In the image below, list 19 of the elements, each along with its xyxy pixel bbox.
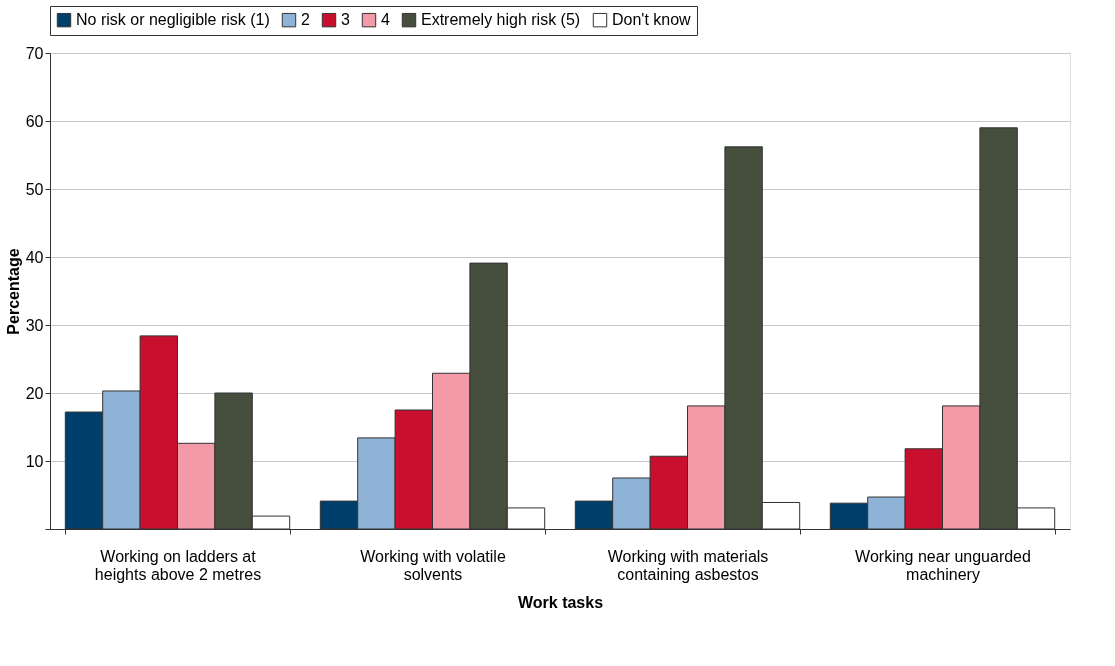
x-tick-label: Working near unguarded machinery: [855, 547, 1031, 583]
legend-label: Extremely high risk (5): [421, 11, 581, 29]
y-tick-label: 30: [25, 316, 44, 334]
legend-label: 4: [381, 11, 390, 29]
legend-label: Don't know: [612, 11, 692, 29]
x-tick-label: Working on ladders at heights above 2 metres: [94, 547, 262, 583]
y-tick-label: 40: [25, 248, 44, 266]
legend-label: 3: [341, 11, 350, 29]
legend-label: No risk or negligible risk (1): [76, 11, 270, 29]
legend-label: 2: [301, 11, 310, 29]
y-tick-label: 50: [25, 180, 44, 198]
x-axis-title: Work tasks: [517, 593, 604, 611]
x-tick-label: Working with materials containing asbestos: [607, 547, 769, 583]
x-tick-label: Working with volatile solvents: [360, 547, 506, 583]
y-tick-label: 60: [25, 112, 44, 130]
y-tick-label: 70: [25, 44, 44, 62]
y-tick-label: 20: [25, 384, 44, 402]
y-axis-title: Percentage: [4, 248, 22, 335]
y-tick-label: 10: [25, 452, 44, 470]
